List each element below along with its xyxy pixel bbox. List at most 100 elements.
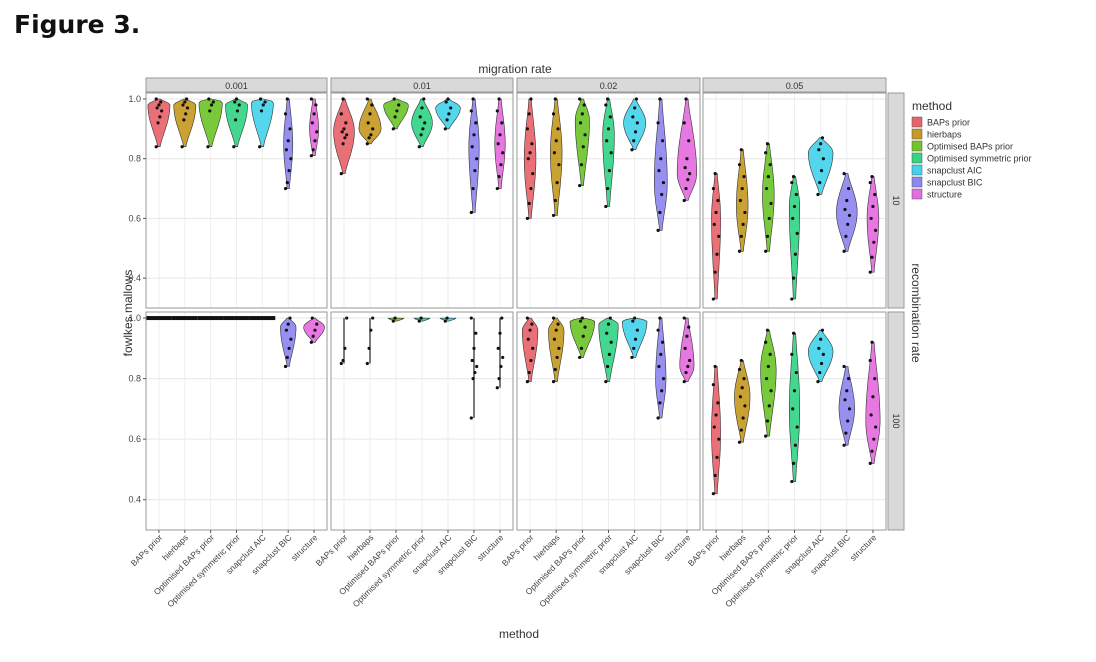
data-point	[501, 151, 504, 154]
data-point	[766, 419, 769, 422]
data-point	[446, 316, 449, 319]
legend-label: Optimised symmetric prior	[927, 154, 1032, 164]
data-point	[742, 223, 745, 226]
data-point	[581, 316, 584, 319]
data-point	[716, 401, 719, 404]
data-point	[286, 97, 289, 100]
data-point	[767, 365, 770, 368]
data-point	[578, 97, 581, 100]
data-point	[210, 103, 213, 106]
y-tick-label: 0.4	[128, 495, 141, 505]
data-point	[556, 323, 559, 326]
data-point	[160, 109, 163, 112]
data-point	[397, 103, 400, 106]
data-point	[552, 380, 555, 383]
data-point	[158, 115, 161, 118]
data-point	[580, 347, 583, 350]
data-point	[873, 377, 876, 380]
data-point	[420, 316, 423, 319]
data-point	[743, 404, 746, 407]
data-point	[366, 97, 369, 100]
data-point	[556, 356, 559, 359]
data-point	[685, 335, 688, 338]
violin-bar	[172, 316, 198, 320]
data-point	[684, 347, 687, 350]
data-point	[609, 115, 612, 118]
x-tick-label: structure	[475, 532, 506, 563]
data-point	[500, 121, 503, 124]
data-point	[312, 112, 315, 115]
top-strip-title: migration rate	[478, 62, 552, 76]
data-point	[583, 103, 586, 106]
data-point	[714, 413, 717, 416]
data-point	[342, 97, 345, 100]
data-point	[444, 319, 447, 322]
data-point	[631, 319, 634, 322]
data-point	[313, 139, 316, 142]
data-point	[311, 316, 314, 319]
data-point	[368, 112, 371, 115]
data-point	[790, 480, 793, 483]
data-point	[712, 492, 715, 495]
data-point	[262, 103, 265, 106]
data-point	[631, 115, 634, 118]
data-point	[604, 380, 607, 383]
row-strip-label: 10	[891, 195, 901, 205]
data-point	[236, 109, 239, 112]
data-point	[421, 127, 424, 130]
data-point	[526, 127, 529, 130]
data-point	[688, 172, 691, 175]
data-point	[470, 109, 473, 112]
x-tick-label: structure	[848, 532, 879, 563]
data-point	[287, 139, 290, 142]
data-point	[764, 341, 767, 344]
data-point	[683, 121, 686, 124]
data-point	[743, 211, 746, 214]
data-point	[870, 341, 873, 344]
data-point	[157, 103, 160, 106]
data-point	[871, 395, 874, 398]
violin-bar	[198, 316, 224, 320]
col-strip-label: 0.05	[786, 81, 804, 91]
data-point	[688, 359, 691, 362]
data-point	[659, 353, 662, 356]
data-point	[496, 187, 499, 190]
data-point	[287, 323, 290, 326]
data-point	[343, 347, 346, 350]
data-point	[794, 253, 797, 256]
data-point	[870, 217, 873, 220]
data-point	[472, 347, 475, 350]
data-point	[714, 172, 717, 175]
data-point	[792, 175, 795, 178]
data-point	[764, 151, 767, 154]
data-point	[474, 332, 477, 335]
data-point	[630, 356, 633, 359]
data-point	[340, 362, 343, 365]
data-point	[609, 316, 612, 319]
data-point	[608, 353, 611, 356]
data-point	[740, 428, 743, 431]
legend-swatch	[912, 189, 922, 199]
data-point	[764, 250, 767, 253]
data-point	[636, 121, 639, 124]
data-point	[713, 223, 716, 226]
data-point	[816, 380, 819, 383]
data-point	[159, 100, 162, 103]
data-point	[531, 347, 534, 350]
data-point	[656, 121, 659, 124]
data-point	[846, 223, 849, 226]
data-point	[658, 97, 661, 100]
data-point	[395, 109, 398, 112]
data-point	[471, 145, 474, 148]
data-point	[446, 118, 449, 121]
data-point	[444, 127, 447, 130]
data-point	[552, 112, 555, 115]
data-point	[366, 362, 369, 365]
data-point	[715, 456, 718, 459]
data-point	[496, 386, 499, 389]
data-point	[449, 106, 452, 109]
data-point	[578, 184, 581, 187]
data-point	[366, 142, 369, 145]
data-point	[606, 365, 609, 368]
data-point	[471, 359, 474, 362]
